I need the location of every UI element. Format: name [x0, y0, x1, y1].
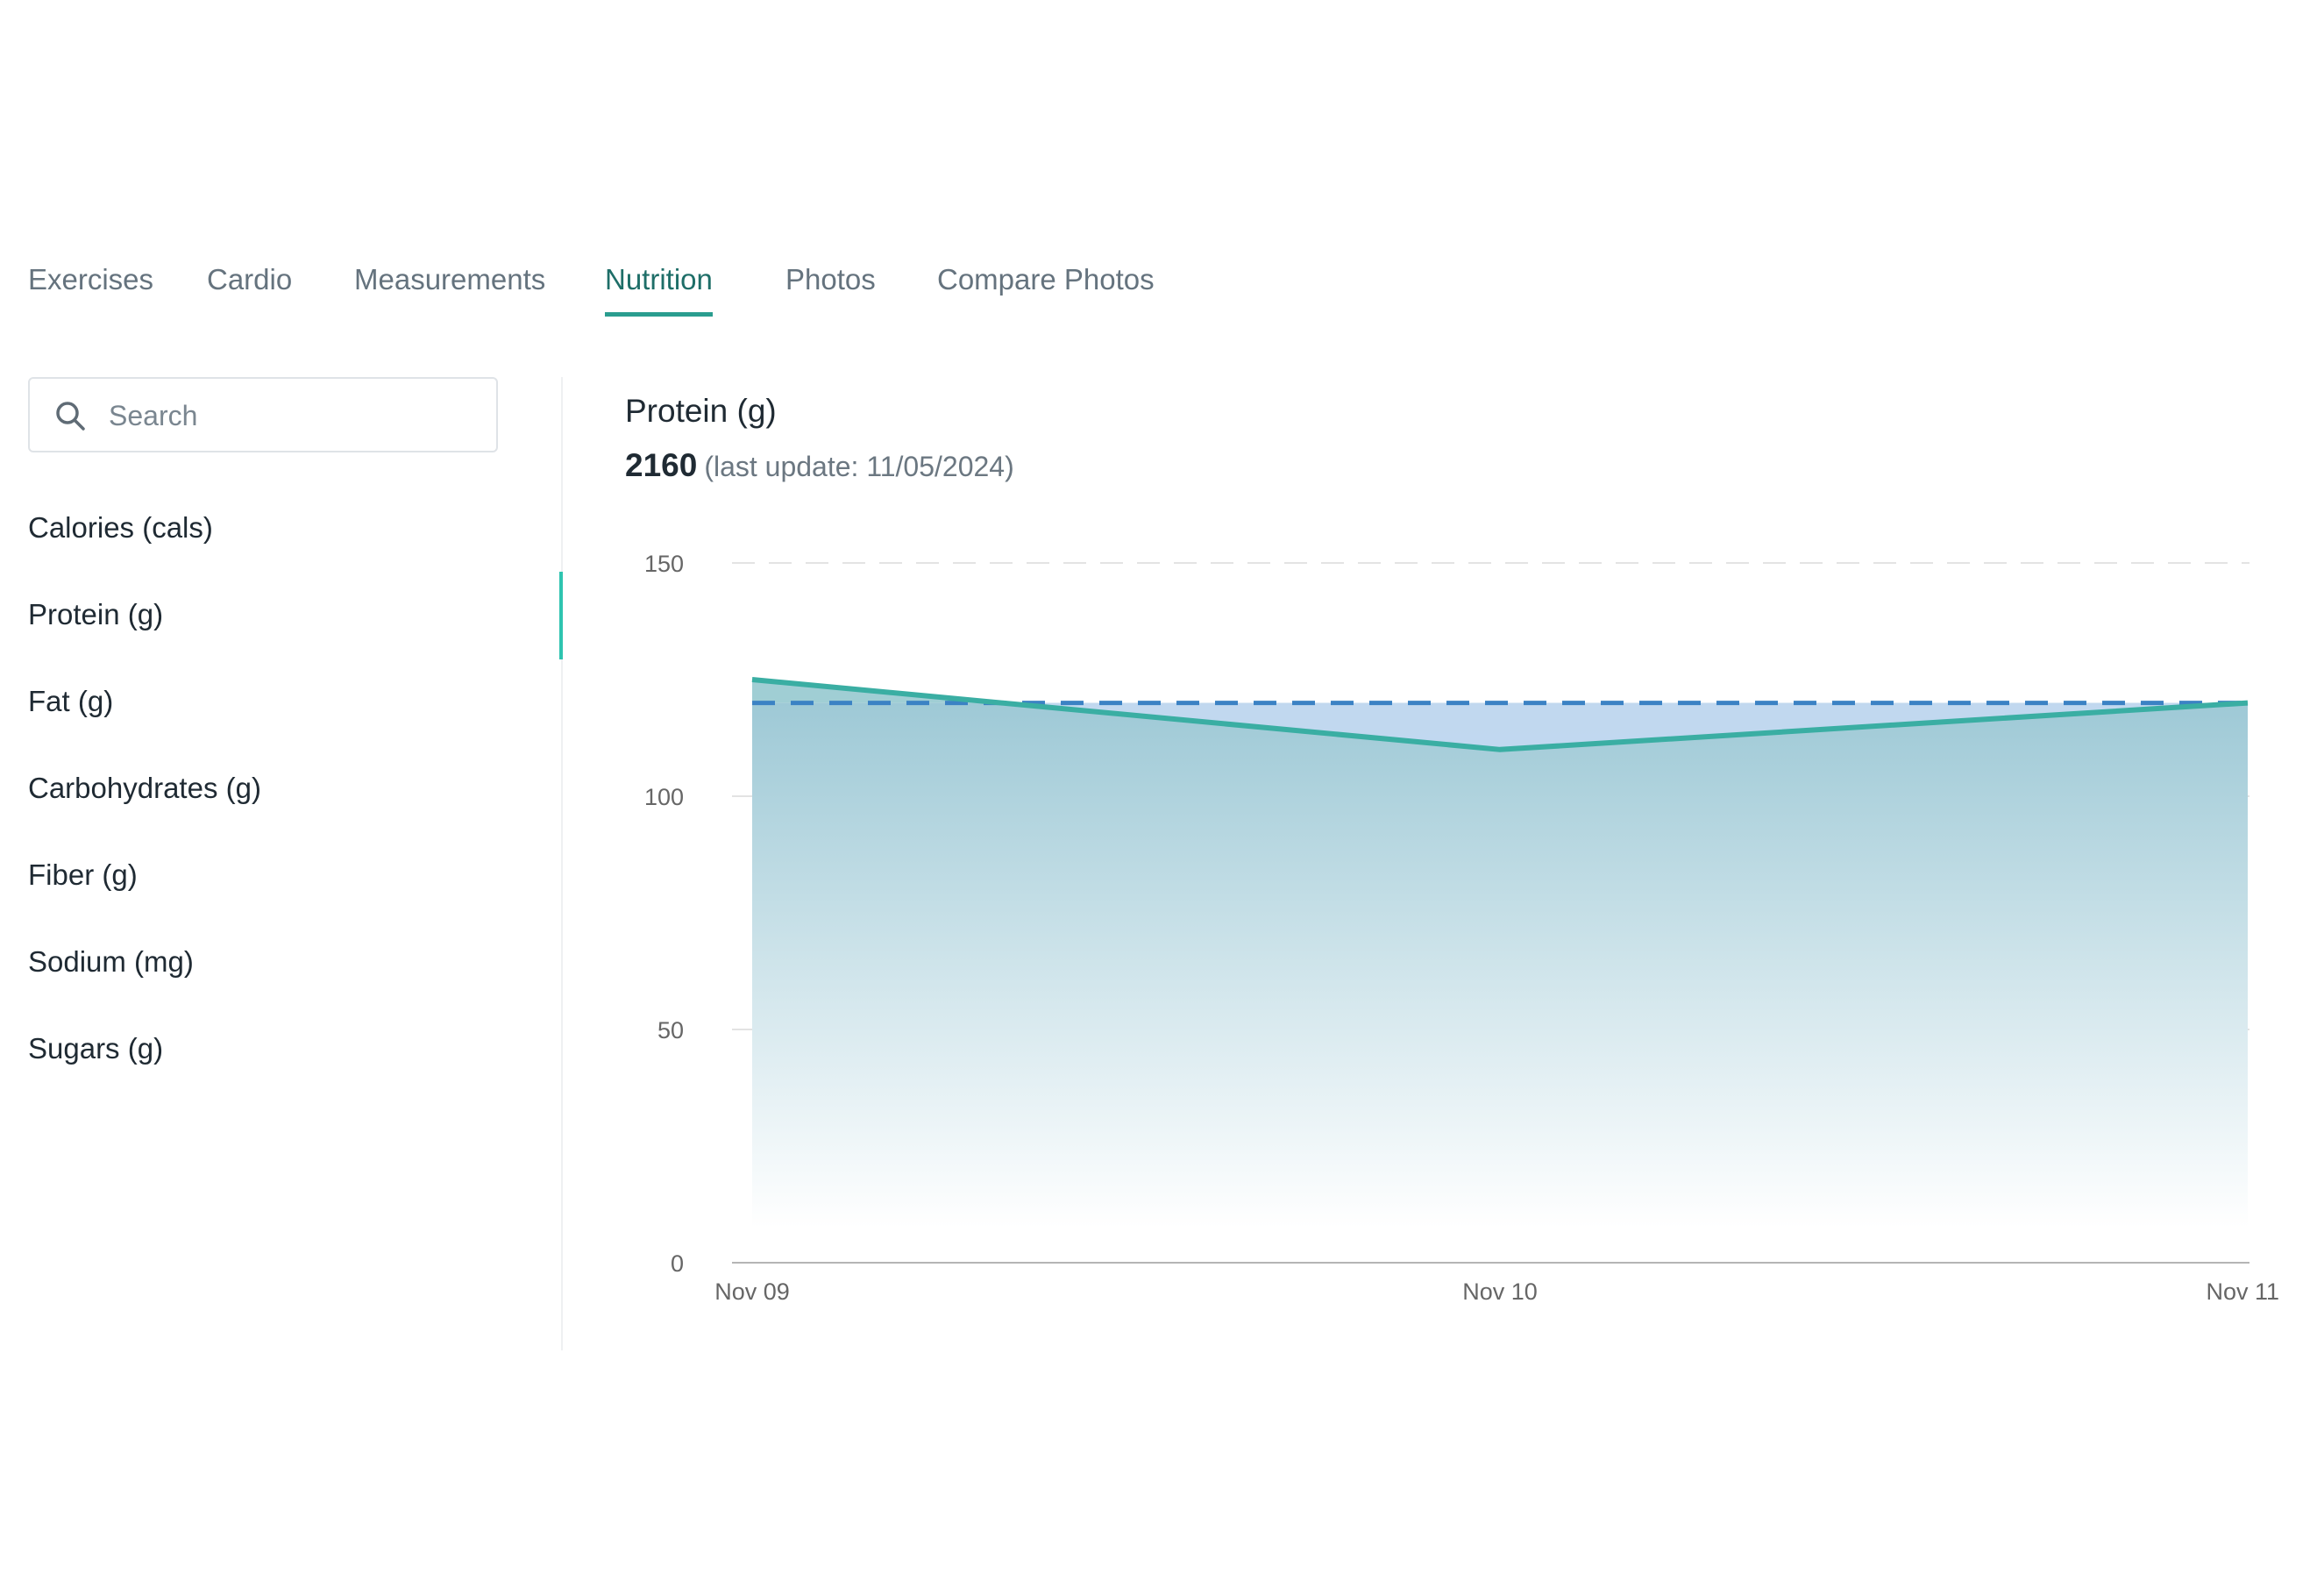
- search-input[interactable]: [107, 395, 479, 437]
- y-tick-label: 0: [671, 1250, 684, 1277]
- metric-item-sugars[interactable]: Sugars (g): [28, 1032, 164, 1065]
- search-box[interactable]: [28, 377, 498, 452]
- metric-item-protein[interactable]: Protein (g): [28, 598, 164, 630]
- y-tick-label: 150: [644, 551, 684, 577]
- metric-sidebar: Calories (cals) Protein (g) Fat (g) Carb…: [28, 377, 501, 1065]
- tab-exercises[interactable]: Exercises: [28, 263, 154, 296]
- metric-item-fat[interactable]: Fat (g): [28, 685, 114, 717]
- tab-photos[interactable]: Photos: [785, 263, 876, 296]
- search-icon: [56, 402, 85, 431]
- selected-metric-indicator: [559, 572, 563, 659]
- tab-nutrition[interactable]: Nutrition: [605, 263, 713, 317]
- y-tick-label: 50: [657, 1017, 684, 1043]
- above-target-fill: [752, 680, 2248, 750]
- metric-item-carbohydrates[interactable]: Carbohydrates (g): [28, 772, 261, 804]
- metric-item-sodium[interactable]: Sodium (mg): [28, 945, 194, 978]
- metric-item-calories[interactable]: Calories (cals): [28, 511, 213, 544]
- tab-measurements[interactable]: Measurements: [354, 263, 546, 296]
- metric-total-value: 2160: [625, 447, 698, 483]
- x-tick-label: Nov 11: [2206, 1278, 2279, 1305]
- x-tick-label: Nov 09: [714, 1278, 790, 1305]
- x-tick-label: Nov 10: [1462, 1278, 1538, 1305]
- metric-summary: 2160 (last update: 11/05/2024): [625, 447, 1014, 484]
- y-tick-label: 100: [644, 784, 684, 810]
- metric-item-fiber[interactable]: Fiber (g): [28, 858, 138, 891]
- tab-cardio[interactable]: Cardio: [207, 263, 293, 296]
- panel-divider: [561, 377, 563, 1350]
- chart-title: Protein (g): [625, 393, 777, 429]
- tab-compare-photos[interactable]: Compare Photos: [937, 263, 1155, 296]
- last-update-text: (last update: 11/05/2024): [704, 451, 1014, 482]
- series-line: [751, 677, 2249, 752]
- target-area: [752, 702, 2248, 1228]
